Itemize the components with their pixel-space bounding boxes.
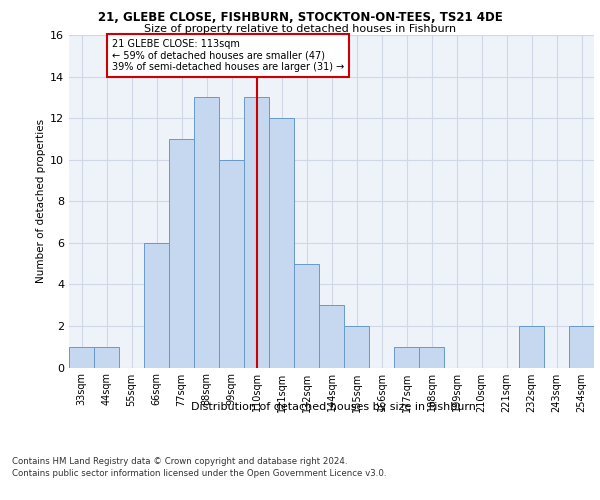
Bar xyxy=(319,305,344,368)
Bar xyxy=(169,139,194,368)
Bar xyxy=(194,98,219,368)
Text: 21 GLEBE CLOSE: 113sqm
← 59% of detached houses are smaller (47)
39% of semi-det: 21 GLEBE CLOSE: 113sqm ← 59% of detached… xyxy=(112,39,344,72)
Bar xyxy=(94,346,119,368)
Text: Contains public sector information licensed under the Open Government Licence v3: Contains public sector information licen… xyxy=(12,469,386,478)
Bar xyxy=(519,326,544,368)
Bar xyxy=(219,160,244,368)
Bar xyxy=(419,346,444,368)
Text: Distribution of detached houses by size in Fishburn: Distribution of detached houses by size … xyxy=(191,402,475,412)
Bar xyxy=(269,118,294,368)
Bar xyxy=(144,243,169,368)
Bar xyxy=(569,326,594,368)
Text: 21, GLEBE CLOSE, FISHBURN, STOCKTON-ON-TEES, TS21 4DE: 21, GLEBE CLOSE, FISHBURN, STOCKTON-ON-T… xyxy=(98,11,502,24)
Bar xyxy=(244,98,269,368)
Bar xyxy=(69,346,94,368)
Bar xyxy=(344,326,369,368)
Y-axis label: Number of detached properties: Number of detached properties xyxy=(36,119,46,284)
Bar xyxy=(394,346,419,368)
Text: Contains HM Land Registry data © Crown copyright and database right 2024.: Contains HM Land Registry data © Crown c… xyxy=(12,458,347,466)
Text: Size of property relative to detached houses in Fishburn: Size of property relative to detached ho… xyxy=(144,24,456,34)
Bar xyxy=(294,264,319,368)
